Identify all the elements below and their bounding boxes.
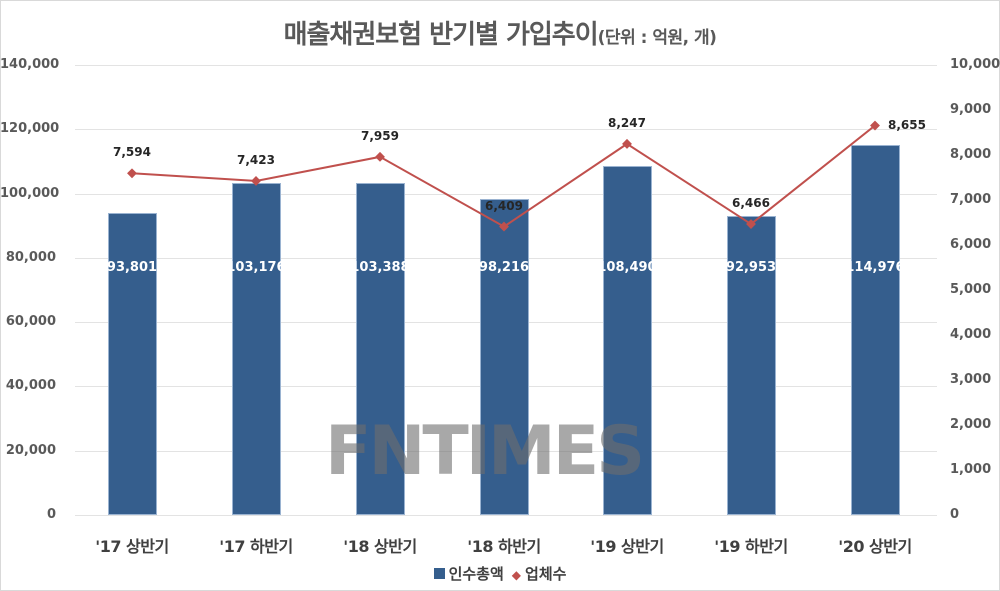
line-marker-icon: [746, 219, 756, 229]
x-axis-label: '18 상반기: [343, 537, 417, 556]
bar: [480, 199, 529, 515]
line-marker-icon: [375, 151, 385, 162]
line-value-label: 6,466: [732, 196, 770, 211]
line-value-label: 8,655: [888, 117, 926, 132]
gridline: [75, 515, 937, 516]
legend-bar-swatch-icon: [433, 568, 445, 579]
bar-value-label: 108,490: [597, 260, 657, 275]
bar: [108, 213, 157, 515]
left-axis-tick: 120,000: [0, 121, 60, 137]
line-marker-icon: [499, 221, 509, 232]
right-axis-tick: 9,000: [950, 102, 992, 117]
legend-line-marker-icon: ◆: [511, 568, 522, 582]
line-value-label: 8,247: [608, 115, 646, 130]
title-main: 매출채권보험 반기별 가입추이: [283, 20, 599, 50]
right-axis-tick: 7,000: [950, 192, 992, 207]
bar-value-label: 93,801: [106, 260, 158, 275]
bar-value-label: 98,216: [478, 260, 530, 275]
x-axis-label: '17 하반기: [219, 537, 293, 556]
x-axis-label: '18 하반기: [467, 537, 541, 556]
gridline: [75, 65, 937, 66]
line-marker-icon: [622, 138, 632, 149]
right-axis-tick: 5,000: [950, 282, 992, 297]
right-axis-tick: 0: [950, 507, 960, 522]
x-axis-label: '20 상반기: [838, 537, 912, 556]
x-axis-label: '17 상반기: [95, 537, 169, 556]
right-axis-tick: 6,000: [950, 237, 992, 252]
left-axis-tick: 60,000: [5, 314, 56, 330]
line-value-label: 7,959: [361, 128, 399, 143]
line-marker-icon: [870, 120, 880, 131]
x-axis-label: '19 상반기: [590, 537, 664, 556]
left-axis-tick: 140,000: [0, 57, 60, 72]
right-axis-tick: 1,000: [950, 462, 992, 477]
line-value-label: 6,409: [485, 198, 523, 213]
bar: [851, 145, 900, 515]
title-unit: (단위 : 억원, 개): [597, 28, 717, 48]
left-axis-tick: 40,000: [5, 378, 56, 394]
right-axis-tick: 2,000: [950, 417, 992, 432]
right-axis-tick: 8,000: [950, 147, 992, 162]
legend-bar-label: 인수총액: [448, 565, 504, 583]
bar-value-label: 103,388: [350, 260, 410, 275]
bar: [356, 182, 405, 515]
right-axis-tick: 3,000: [950, 372, 992, 387]
bar-value-label: 92,953: [725, 260, 777, 275]
legend: 인수총액 ◆ 업체수: [0, 563, 1000, 584]
line-marker-icon: [251, 176, 261, 186]
left-axis-tick: 80,000: [5, 249, 56, 265]
bar: [603, 166, 652, 515]
right-axis-tick: 4,000: [950, 327, 992, 342]
legend-line-label: 업체수: [525, 565, 567, 583]
watermark: FNTIMES: [325, 412, 645, 491]
bar-value-label: 114,976: [845, 260, 905, 275]
left-axis-tick: 0: [46, 507, 56, 522]
left-axis-tick: 100,000: [0, 185, 60, 201]
left-axis-tick: 20,000: [5, 442, 56, 458]
line-value-label: 7,423: [237, 152, 275, 167]
bar-value-label: 103,176: [226, 260, 286, 275]
gridline: [75, 129, 937, 131]
x-axis-label: '19 하반기: [714, 537, 788, 556]
line-marker-icon: [127, 168, 137, 179]
gridline: [75, 193, 937, 195]
right-axis-tick: 10,000: [950, 57, 1000, 72]
chart-title: 매출채권보험 반기별 가입추이(단위 : 억원, 개): [0, 14, 1000, 51]
bar: [727, 216, 776, 515]
line-value-label: 7,594: [113, 145, 151, 160]
